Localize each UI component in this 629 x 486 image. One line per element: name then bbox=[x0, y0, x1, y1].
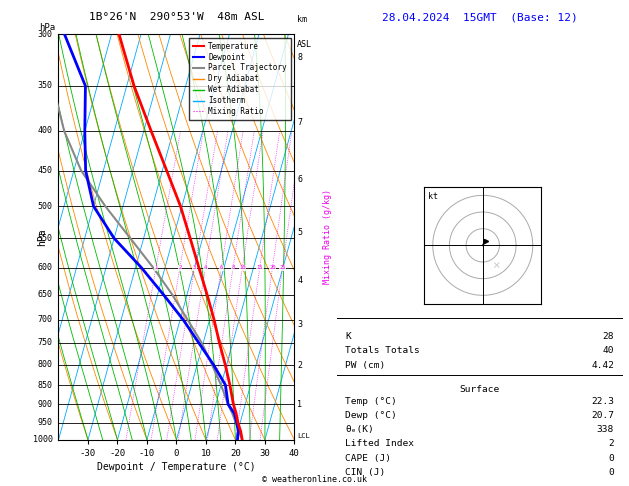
Text: 8: 8 bbox=[231, 265, 235, 270]
Text: 25: 25 bbox=[279, 265, 286, 270]
Text: 450: 450 bbox=[38, 166, 53, 175]
Text: ×: × bbox=[493, 259, 500, 272]
Text: 5: 5 bbox=[297, 227, 302, 237]
Text: 0: 0 bbox=[608, 453, 614, 463]
Text: Lifted Index: Lifted Index bbox=[345, 439, 414, 449]
Text: 1: 1 bbox=[297, 400, 302, 409]
Text: 20.7: 20.7 bbox=[591, 411, 614, 420]
Text: θₑ(K): θₑ(K) bbox=[345, 425, 374, 434]
Text: 2: 2 bbox=[178, 265, 182, 270]
Text: 400: 400 bbox=[38, 126, 53, 136]
Legend: Temperature, Dewpoint, Parcel Trajectory, Dry Adiabat, Wet Adiabat, Isotherm, Mi: Temperature, Dewpoint, Parcel Trajectory… bbox=[189, 38, 291, 120]
Text: 800: 800 bbox=[38, 360, 53, 369]
Text: 3: 3 bbox=[193, 265, 196, 270]
Text: CAPE (J): CAPE (J) bbox=[345, 453, 391, 463]
Text: 7: 7 bbox=[297, 118, 302, 127]
Text: 6: 6 bbox=[297, 175, 302, 184]
Text: 650: 650 bbox=[38, 290, 53, 299]
Text: Mixing Ratio (g/kg): Mixing Ratio (g/kg) bbox=[323, 190, 332, 284]
Text: Totals Totals: Totals Totals bbox=[345, 347, 420, 355]
Text: 1000: 1000 bbox=[33, 435, 53, 444]
Text: 22.3: 22.3 bbox=[591, 397, 614, 406]
Text: 3: 3 bbox=[297, 320, 302, 329]
Text: 28.04.2024  15GMT  (Base: 12): 28.04.2024 15GMT (Base: 12) bbox=[382, 12, 577, 22]
Text: 1B°26'N  290°53'W  48m ASL: 1B°26'N 290°53'W 48m ASL bbox=[89, 12, 264, 22]
Text: © weatheronline.co.uk: © weatheronline.co.uk bbox=[262, 474, 367, 484]
Text: 4.42: 4.42 bbox=[591, 361, 614, 369]
Text: 550: 550 bbox=[38, 234, 53, 243]
Text: ASL: ASL bbox=[297, 40, 312, 49]
Text: 2: 2 bbox=[297, 361, 302, 370]
Text: 0: 0 bbox=[608, 468, 614, 477]
Text: 500: 500 bbox=[38, 202, 53, 211]
Text: 350: 350 bbox=[38, 82, 53, 90]
Text: 8: 8 bbox=[297, 53, 302, 62]
Text: 750: 750 bbox=[38, 338, 53, 347]
Text: km: km bbox=[297, 15, 307, 24]
Text: 10: 10 bbox=[239, 265, 245, 270]
Text: 2: 2 bbox=[608, 439, 614, 449]
Text: Dewp (°C): Dewp (°C) bbox=[345, 411, 397, 420]
Text: LCL: LCL bbox=[297, 433, 310, 439]
Text: 850: 850 bbox=[38, 381, 53, 390]
Text: 15: 15 bbox=[257, 265, 263, 270]
Text: CIN (J): CIN (J) bbox=[345, 468, 386, 477]
Text: hPa: hPa bbox=[39, 22, 55, 32]
Text: 6: 6 bbox=[220, 265, 223, 270]
Text: Temp (°C): Temp (°C) bbox=[345, 397, 397, 406]
Text: 4: 4 bbox=[297, 277, 302, 285]
Text: 338: 338 bbox=[597, 425, 614, 434]
Text: 28: 28 bbox=[603, 332, 614, 341]
Text: 4: 4 bbox=[204, 265, 207, 270]
Text: hPa: hPa bbox=[38, 228, 47, 246]
Text: 300: 300 bbox=[38, 30, 53, 38]
Text: 700: 700 bbox=[38, 315, 53, 324]
X-axis label: Dewpoint / Temperature (°C): Dewpoint / Temperature (°C) bbox=[97, 462, 256, 472]
Text: 600: 600 bbox=[38, 263, 53, 272]
Text: PW (cm): PW (cm) bbox=[345, 361, 386, 369]
Text: 40: 40 bbox=[603, 347, 614, 355]
Text: 1: 1 bbox=[154, 265, 158, 270]
Text: 20: 20 bbox=[269, 265, 276, 270]
Text: Surface: Surface bbox=[460, 385, 499, 394]
Text: 900: 900 bbox=[38, 400, 53, 409]
Text: 950: 950 bbox=[38, 418, 53, 427]
Text: K: K bbox=[345, 332, 351, 341]
Text: kt: kt bbox=[428, 192, 438, 201]
